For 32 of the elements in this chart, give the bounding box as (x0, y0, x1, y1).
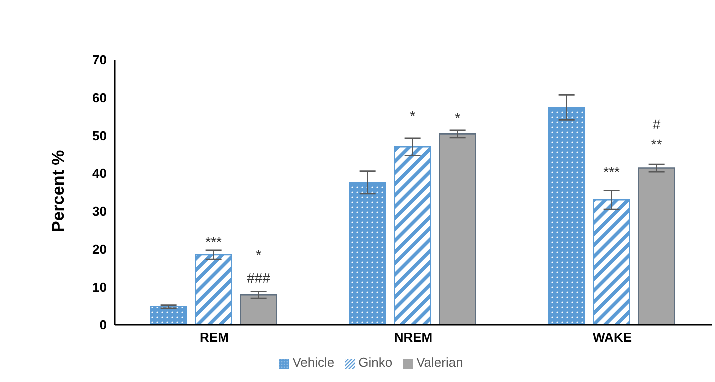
y-tick-label: 0 (100, 318, 107, 333)
x-tick-label: NREM (394, 330, 433, 346)
bar (593, 199, 630, 325)
x-tick-label: WAKE (593, 330, 632, 346)
bar (150, 306, 188, 325)
annotation: ### (247, 270, 271, 286)
bar (638, 168, 676, 325)
x-tick-label: REM (200, 330, 229, 346)
annotation: * (410, 108, 416, 124)
bar (548, 107, 586, 325)
y-tick-label: 10 (92, 280, 107, 295)
annotation: *** (206, 234, 223, 250)
annotation: * (256, 247, 262, 264)
y-tick-label: 60 (92, 90, 107, 106)
y-tick-label: 40 (92, 166, 107, 182)
y-tick-label: 20 (92, 242, 107, 257)
bar (349, 182, 386, 325)
annotation: ** (651, 136, 663, 152)
y-axis-title: Percent % (49, 150, 68, 232)
y-tick-label: 50 (92, 128, 107, 144)
bar (240, 294, 278, 325)
legend-label: Vehicle (292, 355, 335, 370)
legend-label: Valerian (416, 355, 464, 370)
y-tick-label: 70 (92, 52, 107, 68)
annotation: *** (604, 164, 621, 180)
legend-label: Ginko (358, 355, 393, 370)
y-tick-label: 30 (92, 204, 107, 220)
bar (439, 134, 476, 325)
bar (394, 146, 432, 325)
annotation: # (652, 116, 661, 132)
annotation: * (455, 110, 462, 126)
bar (195, 254, 232, 325)
